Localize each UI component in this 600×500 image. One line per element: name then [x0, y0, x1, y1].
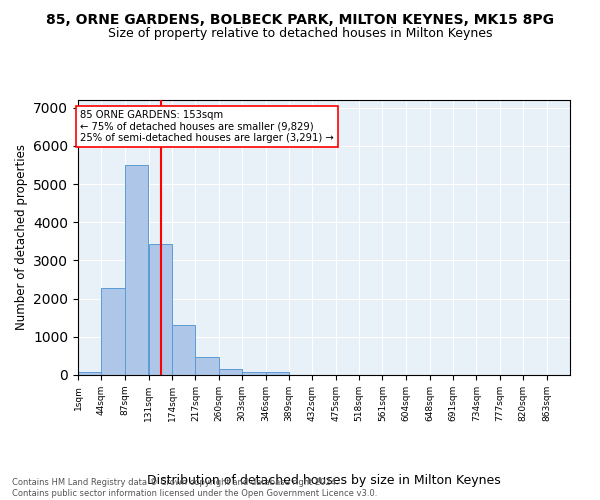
Bar [196, 357, 219, 375]
Bar [78, 372, 101, 375]
Text: 85 ORNE GARDENS: 153sqm
← 75% of detached houses are smaller (9,829)
25% of semi: 85 ORNE GARDENS: 153sqm ← 75% of detache… [80, 110, 334, 142]
Bar [266, 372, 289, 375]
Y-axis label: Number of detached properties: Number of detached properties [14, 144, 28, 330]
Bar [149, 244, 172, 375]
Text: Size of property relative to detached houses in Milton Keynes: Size of property relative to detached ho… [108, 28, 492, 40]
Text: 85, ORNE GARDENS, BOLBECK PARK, MILTON KEYNES, MK15 8PG: 85, ORNE GARDENS, BOLBECK PARK, MILTON K… [46, 12, 554, 26]
Bar [101, 288, 125, 375]
Bar [172, 325, 196, 375]
Bar [242, 372, 266, 375]
Text: Contains HM Land Registry data © Crown copyright and database right 2024.
Contai: Contains HM Land Registry data © Crown c… [12, 478, 377, 498]
Bar [219, 368, 242, 375]
Bar [125, 165, 148, 375]
X-axis label: Distribution of detached houses by size in Milton Keynes: Distribution of detached houses by size … [147, 474, 501, 487]
